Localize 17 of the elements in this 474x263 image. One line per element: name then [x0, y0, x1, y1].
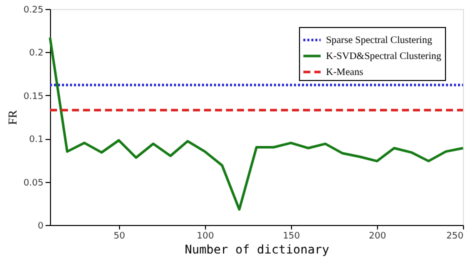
x-tick-label: 50: [114, 232, 126, 242]
x-tick-label: 250: [446, 232, 464, 242]
y-tick-label: 0: [38, 222, 44, 232]
legend-label: K-SVD&Spectral Clustering: [326, 51, 442, 62]
y-tick-label: 0.15: [23, 92, 44, 102]
y-tick-label: 0.1: [29, 135, 44, 146]
x-axis-title: Number of dictionary: [184, 242, 330, 256]
y-tick-label: 0.25: [23, 6, 44, 16]
legend-label: K-Means: [326, 67, 364, 78]
y-axis-title: FR: [5, 110, 20, 125]
y-tick-label: 0.2: [29, 48, 44, 59]
y-tick-label: 0.05: [23, 178, 44, 188]
line-series: [48, 36, 464, 211]
x-tick-label: 100: [196, 232, 214, 242]
x-tick-label: 200: [368, 232, 386, 242]
legend-label: Sparse Spectral Clustering: [326, 35, 432, 46]
x-tick-label: 150: [282, 232, 300, 242]
